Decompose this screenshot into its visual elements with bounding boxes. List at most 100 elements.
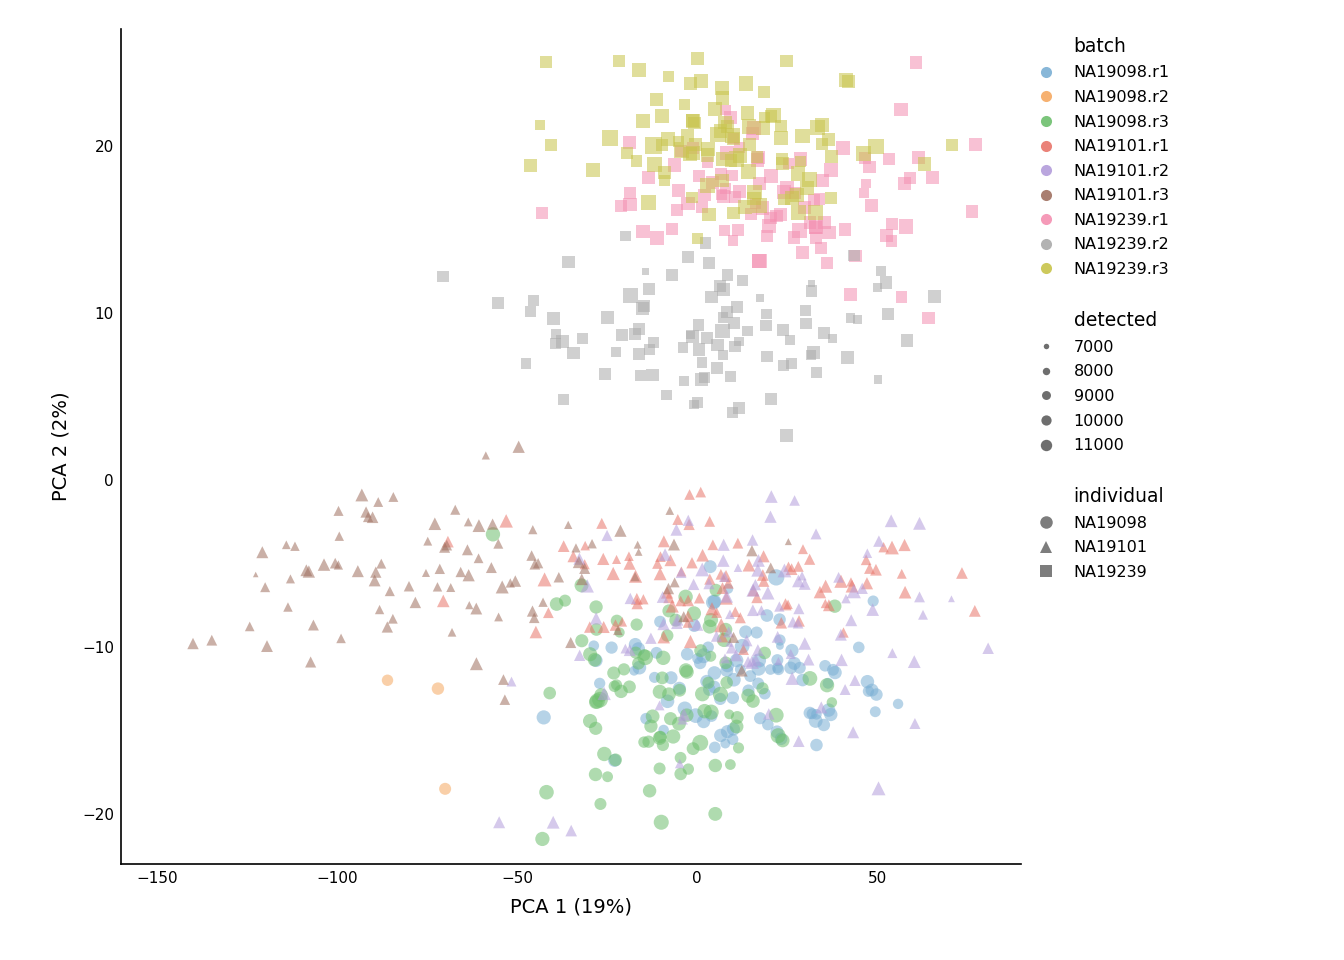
- Point: [280, 571, 301, 587]
- Point: [642, 335, 664, 350]
- Point: [669, 766, 691, 781]
- Point: [770, 206, 792, 222]
- Point: [741, 206, 762, 222]
- Point: [835, 72, 856, 87]
- Point: [711, 187, 732, 203]
- Point: [719, 607, 741, 622]
- Point: [837, 74, 859, 89]
- Point: [696, 178, 718, 193]
- Point: [606, 613, 628, 629]
- Point: [691, 354, 712, 370]
- Point: [681, 555, 703, 570]
- Point: [860, 198, 882, 213]
- Point: [276, 537, 297, 552]
- Point: [767, 654, 789, 669]
- Point: [558, 254, 579, 270]
- Point: [597, 769, 618, 784]
- Point: [696, 148, 718, 163]
- Point: [753, 548, 774, 564]
- Point: [660, 670, 681, 685]
- Point: [669, 683, 691, 698]
- Point: [620, 590, 641, 606]
- Point: [439, 580, 461, 595]
- Point: [715, 102, 737, 117]
- Point: [739, 137, 761, 153]
- Point: [711, 81, 732, 96]
- Point: [626, 617, 648, 633]
- Point: [800, 706, 821, 721]
- Point: [767, 661, 789, 677]
- Point: [788, 615, 809, 631]
- Point: [857, 684, 879, 699]
- Point: [465, 601, 487, 616]
- Point: [599, 131, 621, 146]
- Point: [823, 662, 844, 678]
- Point: [532, 831, 554, 847]
- Point: [688, 342, 710, 357]
- Point: [458, 567, 480, 583]
- Point: [429, 562, 450, 577]
- Point: [296, 563, 317, 578]
- Point: [638, 783, 660, 799]
- Point: [941, 137, 962, 153]
- Point: [747, 153, 769, 168]
- Point: [728, 183, 750, 199]
- Point: [712, 629, 734, 644]
- Point: [737, 323, 758, 338]
- Y-axis label: PCA 2 (2%): PCA 2 (2%): [52, 392, 71, 501]
- Point: [718, 576, 739, 591]
- Point: [605, 345, 626, 360]
- Point: [482, 527, 504, 542]
- Point: [543, 311, 564, 326]
- Point: [672, 340, 694, 355]
- Point: [810, 700, 832, 715]
- Point: [653, 722, 675, 737]
- Point: [853, 185, 875, 201]
- Point: [591, 516, 613, 531]
- Point: [712, 348, 734, 363]
- Point: [745, 196, 766, 211]
- Point: [544, 336, 566, 351]
- Point: [831, 627, 852, 642]
- Point: [698, 576, 719, 591]
- Point: [724, 339, 746, 354]
- Point: [730, 610, 751, 625]
- Point: [687, 617, 708, 633]
- Point: [358, 510, 379, 525]
- Point: [800, 172, 821, 187]
- Point: [723, 672, 745, 687]
- Point: [614, 641, 636, 657]
- Point: [738, 119, 759, 134]
- Point: [788, 733, 809, 749]
- Point: [788, 601, 809, 616]
- Point: [641, 368, 663, 383]
- Point: [755, 306, 777, 322]
- Point: [251, 544, 273, 560]
- Point: [692, 547, 714, 563]
- Point: [769, 612, 790, 627]
- Point: [788, 573, 809, 588]
- Point: [702, 601, 723, 616]
- Point: [805, 365, 827, 380]
- Point: [650, 108, 672, 123]
- Point: [742, 655, 763, 670]
- Point: [754, 84, 775, 100]
- Point: [331, 631, 352, 646]
- Point: [538, 605, 559, 620]
- Point: [753, 567, 774, 583]
- Point: [773, 323, 794, 338]
- Point: [780, 646, 801, 661]
- Point: [952, 565, 973, 581]
- Point: [488, 295, 509, 310]
- Point: [856, 576, 878, 591]
- Point: [661, 598, 683, 613]
- Point: [770, 118, 792, 133]
- Point: [672, 711, 694, 727]
- Point: [769, 599, 790, 614]
- Point: [646, 556, 668, 571]
- Point: [606, 552, 628, 567]
- Point: [694, 704, 715, 719]
- Point: [364, 573, 386, 588]
- Point: [824, 598, 845, 613]
- Point: [680, 634, 702, 649]
